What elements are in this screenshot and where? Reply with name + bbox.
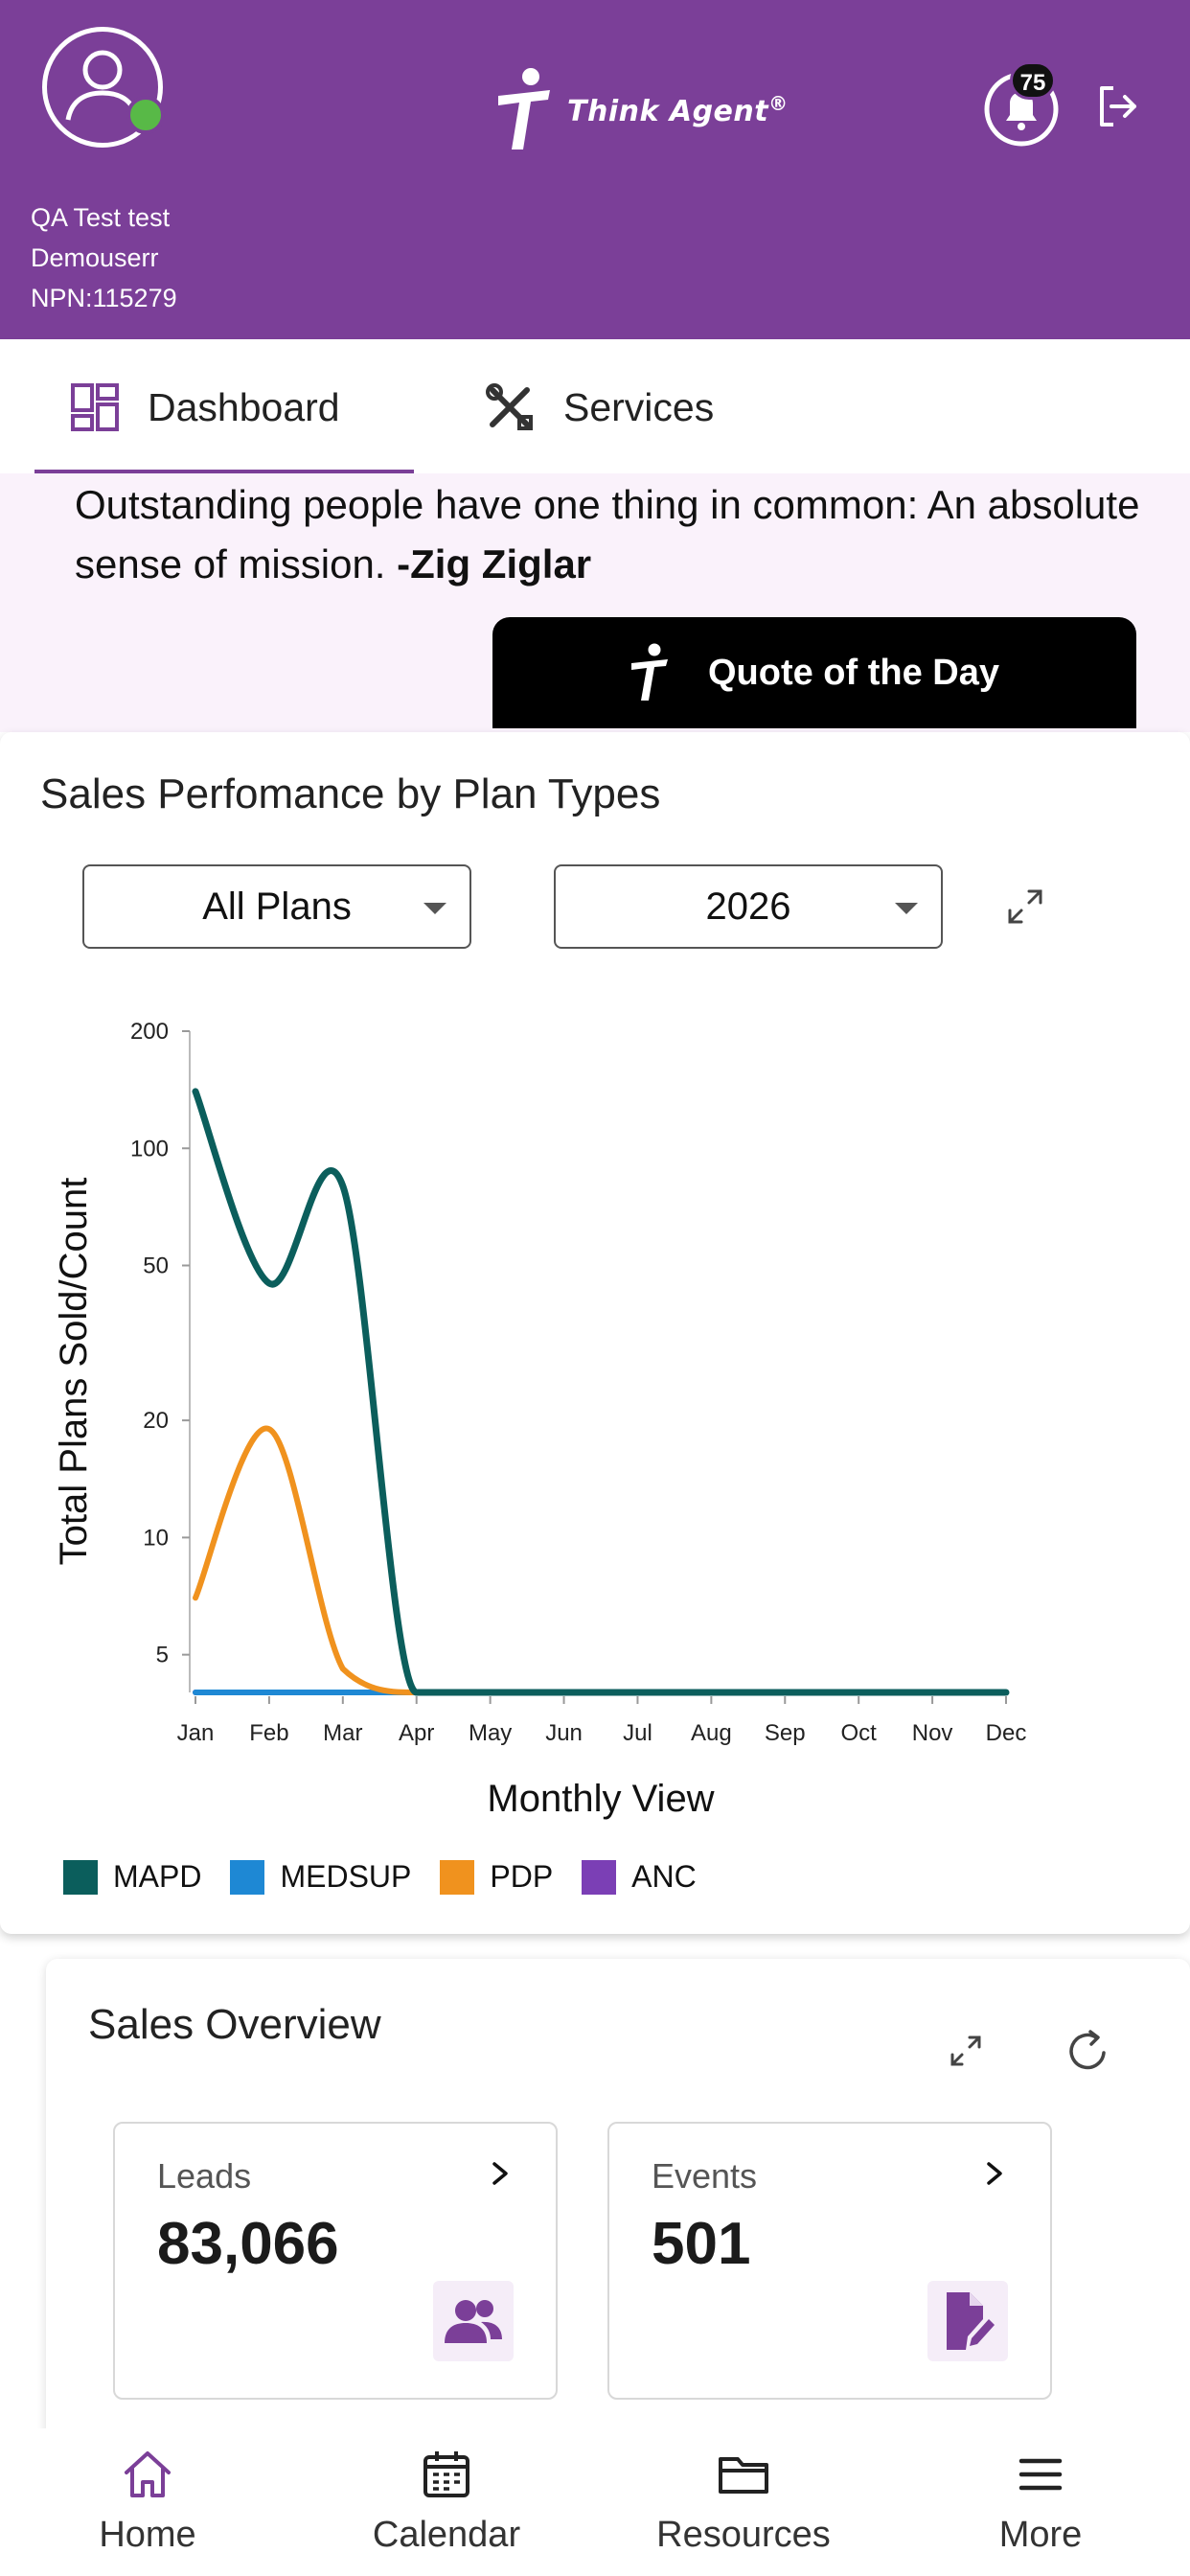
x-tick-label: Jan — [177, 1720, 215, 1746]
online-status-dot — [126, 96, 165, 134]
events-value: 501 — [652, 2211, 751, 2277]
legend-item-pdp[interactable]: PDP — [440, 1859, 553, 1895]
tab-dashboard-label: Dashboard — [148, 384, 340, 429]
user-info: QA Test test Demouserr NPN:115279 — [31, 197, 177, 318]
plan-type-value: All Plans — [202, 885, 352, 928]
refresh-button[interactable] — [1062, 2024, 1115, 2078]
quote-of-the-day-button[interactable]: Quote of the Day — [492, 617, 1136, 728]
y-tick-label: 200 — [130, 1019, 169, 1045]
bottom-navigation: Home Calendar Resources More — [0, 2428, 1190, 2576]
legend-swatch — [582, 1859, 617, 1895]
x-tick-label: Jul — [623, 1720, 652, 1746]
brand-name: Think Agent® — [567, 92, 789, 128]
logout-button[interactable] — [1094, 82, 1142, 130]
x-tick-label: May — [469, 1720, 512, 1746]
chevron-right-icon — [987, 2162, 1002, 2185]
sales-overview-title: Sales Overview — [88, 2001, 381, 2048]
x-tick-label: Oct — [841, 1720, 878, 1746]
dashboard-icon — [71, 383, 119, 431]
legend-item-anc[interactable]: ANC — [582, 1859, 697, 1895]
y-tick-label: 100 — [130, 1136, 169, 1162]
nav-more-label: More — [998, 2515, 1083, 2555]
quote-button-label: Quote of the Day — [707, 652, 1000, 693]
y-tick-label: 20 — [143, 1408, 169, 1434]
x-tick-label: Aug — [691, 1720, 732, 1746]
legend-item-mapd[interactable]: MAPD — [63, 1859, 201, 1895]
chevron-right-icon — [492, 2162, 508, 2185]
user-username: Demouserr — [31, 243, 159, 272]
calendar-icon — [423, 2451, 469, 2497]
menu-icon — [1018, 2458, 1063, 2491]
expand-chart-button[interactable] — [1002, 884, 1048, 930]
quote-text: Outstanding people have one thing in com… — [75, 482, 1140, 586]
x-axis-title: Monthly View — [487, 1778, 714, 1820]
legend-label: MEDSUP — [280, 1859, 412, 1894]
x-tick-label: Sep — [765, 1720, 806, 1746]
app-header: QA Test test Demouserr NPN:115279 Think … — [0, 0, 1190, 339]
home-icon — [125, 2451, 171, 2497]
nav-calendar-label: Calendar — [372, 2515, 521, 2555]
sales-line-chart: 5 10 20 50 100 200 Jan Feb Mar Apr May Jun Jul Aug Sep… — [53, 1019, 1027, 1820]
series-line-pdp — [193, 1425, 1009, 1696]
nav-more[interactable]: More — [926, 2448, 1156, 2556]
people-icon — [433, 2281, 514, 2361]
chart-legend: MAPD MEDSUP PDP ANC — [63, 1859, 697, 1895]
legend-swatch — [63, 1859, 98, 1895]
edit-document-icon — [927, 2281, 1008, 2361]
refresh-icon — [1069, 2030, 1106, 2070]
tab-services-label: Services — [563, 384, 715, 429]
y-tick-label: 10 — [143, 1525, 169, 1551]
legend-label: ANC — [631, 1859, 697, 1894]
think-agent-logo-icon — [498, 68, 550, 150]
x-tick-label: Jun — [545, 1720, 583, 1746]
sales-performance-card: Sales Perfomance by Plan Types All Plans… — [0, 732, 1190, 1934]
leads-label: Leads — [157, 2156, 252, 2196]
sales-expand-button[interactable] — [947, 2032, 985, 2070]
caret-down-icon — [895, 903, 918, 914]
notification-count-badge: 75 — [1010, 61, 1056, 100]
legend-label: PDP — [490, 1859, 554, 1894]
x-tick-label: Apr — [399, 1720, 434, 1746]
leads-value: 83,066 — [157, 2211, 339, 2277]
tools-icon — [486, 383, 533, 430]
expand-icon — [950, 2036, 981, 2066]
user-name: QA Test test — [31, 203, 171, 232]
expand-icon — [1008, 889, 1042, 924]
y-tick-label: 5 — [156, 1643, 169, 1668]
events-stat-card[interactable]: Events 501 — [607, 2122, 1052, 2400]
tab-services[interactable]: Services — [483, 374, 714, 441]
y-tick-label: 50 — [143, 1254, 169, 1279]
user-npn: NPN:115279 — [31, 284, 177, 312]
logout-icon — [1100, 86, 1136, 126]
x-tick-label: Mar — [323, 1720, 362, 1746]
brand-logo: Think Agent® — [494, 67, 789, 153]
x-tick-label: Feb — [249, 1720, 288, 1746]
caret-down-icon — [423, 903, 446, 914]
legend-label: MAPD — [113, 1859, 202, 1894]
legend-swatch — [230, 1859, 265, 1895]
nav-calendar[interactable]: Calendar — [332, 2448, 561, 2556]
nav-home[interactable]: Home — [33, 2448, 263, 2556]
legend-swatch — [440, 1859, 475, 1895]
quote-author: -Zig Ziglar — [397, 541, 592, 586]
nav-resources[interactable]: Resources — [629, 2448, 858, 2556]
tab-bar: Dashboard Services — [0, 339, 1190, 473]
plan-type-dropdown[interactable]: All Plans — [82, 864, 471, 949]
nav-resources-label: Resources — [656, 2515, 831, 2555]
year-dropdown[interactable]: 2026 — [554, 864, 943, 949]
y-axis-title: Total Plans Sold/Count — [53, 1178, 95, 1566]
legend-item-medsup[interactable]: MEDSUP — [230, 1859, 411, 1895]
series-line-mapd — [192, 1088, 1010, 1696]
x-tick-label: Nov — [912, 1720, 953, 1746]
leads-stat-card[interactable]: Leads 83,066 — [113, 2122, 558, 2400]
folder-icon — [719, 2457, 768, 2494]
active-tab-indicator — [34, 470, 414, 473]
events-label: Events — [652, 2156, 758, 2196]
tab-dashboard[interactable]: Dashboard — [69, 374, 340, 441]
sales-performance-title: Sales Perfomance by Plan Types — [40, 770, 661, 817]
nav-home-label: Home — [99, 2515, 196, 2555]
year-value: 2026 — [705, 885, 791, 928]
x-tick-label: Dec — [986, 1720, 1027, 1746]
think-agent-mark-icon — [630, 643, 668, 701]
